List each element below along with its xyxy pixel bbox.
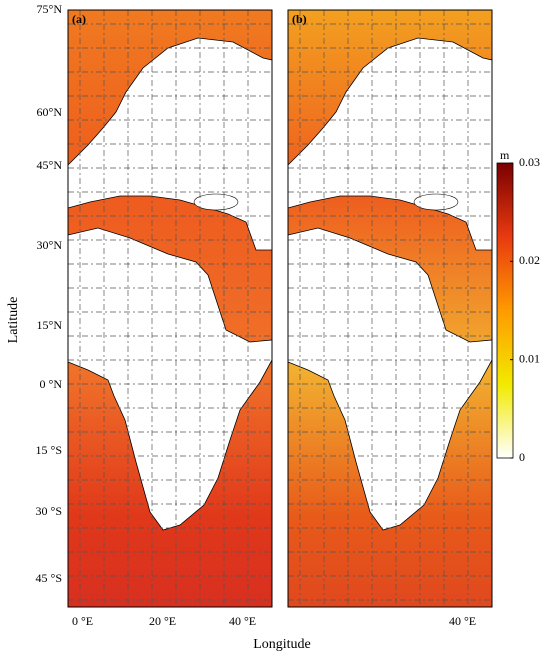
- y-tick-label: 45 °S: [36, 571, 62, 585]
- y-tick-label: 45°N: [37, 158, 63, 172]
- x-axis-label: Longitude: [253, 637, 311, 652]
- colorbar-tick-label: 0.01: [519, 351, 540, 365]
- land-africa: [287, 227, 493, 531]
- x-tick-label: 40 °E: [449, 614, 476, 628]
- y-tick-label: 15 °S: [36, 443, 62, 457]
- map-panel: [67, 9, 273, 608]
- y-tick-label: 15°N: [37, 318, 63, 332]
- x-tick-label: 40 °E: [229, 614, 256, 628]
- colorbar: [496, 162, 514, 459]
- black-sea: [413, 193, 459, 211]
- map-panel: [287, 9, 493, 608]
- y-tick-label: 0 °N: [40, 377, 63, 391]
- black-sea: [193, 193, 239, 211]
- x-tick-label: 0 °E: [72, 614, 93, 628]
- x-tick-label: 20 °E: [149, 614, 176, 628]
- panel-label: (a): [72, 12, 86, 26]
- panel-label: (b): [292, 12, 307, 26]
- y-tick-label: 60°N: [37, 105, 63, 119]
- panel-frame: [287, 9, 493, 608]
- colorbar-tick-label: 0.02: [519, 253, 540, 267]
- land-africa: [67, 227, 273, 531]
- colorbar-unit: m: [500, 148, 510, 162]
- y-tick-label: 75°N: [37, 2, 63, 16]
- y-tick-label: 30 °S: [36, 504, 62, 518]
- colorbar-tick-label: 0.03: [519, 155, 540, 169]
- y-tick-label: 30°N: [37, 238, 63, 252]
- colorbar-tick-label: 0: [519, 450, 525, 464]
- panel-frame: [67, 9, 273, 608]
- y-axis-label: Latitude: [6, 297, 21, 344]
